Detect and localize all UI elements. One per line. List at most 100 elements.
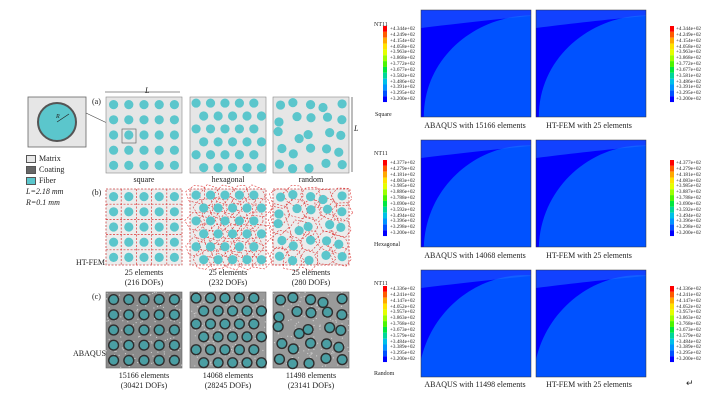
colorbar-swatch: [383, 344, 387, 351]
colorbar-swatch: [383, 309, 387, 316]
fiber: [303, 325, 313, 334]
fiber: [325, 220, 335, 230]
mesh-node: [327, 294, 329, 296]
fiber: [235, 319, 244, 329]
fiber: [306, 295, 315, 304]
mesh-node: [228, 304, 231, 306]
legend-value: +4.181e+02: [390, 171, 416, 178]
mesh-edge: [184, 211, 206, 232]
legend-value: +3.985e+02: [676, 183, 702, 190]
contour-band: [421, 270, 531, 288]
colorbar-swatch: [383, 90, 387, 97]
fiber: [213, 229, 223, 239]
mesh-node: [247, 321, 249, 323]
fiber: [139, 160, 149, 170]
mesh-node: [120, 341, 122, 343]
mesh-node: [152, 355, 154, 357]
legend-value: +4.058e+02: [390, 43, 416, 50]
fiber: [336, 326, 345, 335]
mesh-node: [262, 299, 264, 301]
element-count: 11498 elements: [285, 371, 337, 380]
mesh-node: [298, 292, 300, 294]
panel-tag-c: (c): [92, 292, 101, 301]
legend-value: +3.768e+02: [676, 321, 702, 328]
fiber: [154, 222, 164, 232]
legend-value: +3.389e+02: [390, 344, 416, 351]
legend-value: +3.581e+02: [676, 72, 702, 79]
mesh-edge: [283, 249, 305, 272]
legend-value: +3.298e+02: [390, 224, 416, 231]
legend-value: +3.868e+02: [390, 55, 416, 62]
colorbar-swatch: [383, 96, 387, 103]
fiber: [288, 293, 298, 302]
colorbar-swatch: [383, 230, 387, 237]
mesh-node: [258, 316, 260, 318]
fiber: [249, 216, 259, 226]
colorbar-swatch: [383, 297, 387, 304]
fiber: [337, 310, 347, 319]
mesh-node: [114, 350, 116, 352]
mesh-node: [140, 321, 142, 323]
colorbar-swatch: [670, 350, 674, 357]
fiber: [277, 339, 287, 348]
mesh-edge: [244, 211, 264, 233]
fiber: [109, 192, 119, 202]
element-count: 25 elements: [124, 268, 164, 277]
mesh-node: [295, 327, 297, 329]
mesh-node: [169, 294, 171, 296]
colorbar-swatch: [670, 332, 674, 339]
fiber: [191, 216, 201, 226]
dof-count: (30421 DOFs): [120, 381, 168, 390]
colorbar-swatch: [383, 332, 387, 339]
mesh-node: [153, 291, 155, 294]
fiber: [322, 204, 333, 214]
mesh-node: [303, 316, 305, 318]
htfem-mesh-hexagonal: [184, 184, 273, 271]
legend-value: +3.677e+02: [676, 66, 702, 73]
mesh-node: [340, 305, 343, 307]
htfem-caption-square: 25 elements (216 DOFs): [106, 268, 182, 288]
colorbar-swatch: [383, 356, 387, 363]
mesh-edge: [314, 243, 337, 266]
mesh-node: [237, 317, 239, 319]
legend-value: +4.181e+02: [676, 171, 702, 178]
mesh-node: [153, 307, 155, 309]
fiber: [256, 229, 267, 239]
fiber: [228, 332, 237, 342]
fiber: [322, 112, 333, 122]
mesh-node: [121, 329, 123, 331]
mesh-node: [107, 317, 109, 319]
colorbar-swatch: [670, 315, 674, 322]
dof-count: (28245 DOFs): [204, 381, 252, 390]
geometry-cell-random: [272, 96, 350, 174]
legend-value: +4.344e+02: [390, 26, 416, 32]
fiber: [249, 150, 259, 160]
htfem-caption-hexagonal: 25 elements (232 DOFs): [190, 268, 266, 288]
mesh-node: [138, 336, 140, 338]
mesh-edge: [199, 184, 220, 208]
mesh-node: [332, 320, 334, 322]
mesh-node: [295, 323, 297, 325]
contour-legend-values-left: +4.344e+02 +4.249e+02 +4.154e+02 +4.058e+02…: [390, 26, 416, 103]
mesh-node: [303, 295, 305, 298]
mesh-node: [232, 349, 234, 351]
mesh-node: [175, 305, 177, 308]
legend-value: +3.200e+02: [390, 96, 416, 103]
mesh-node: [226, 303, 228, 305]
legend-value: +3.486e+02: [676, 78, 702, 85]
colorbar-swatch: [670, 37, 674, 44]
colorbar-swatch: [383, 26, 387, 32]
mesh-node: [252, 307, 254, 309]
mesh-node: [193, 313, 195, 315]
plot-frame: [535, 9, 647, 118]
fiber: [292, 203, 302, 214]
mesh-node: [315, 317, 317, 320]
fiber: [213, 332, 223, 342]
colorbar-1_L: [383, 160, 387, 237]
mesh-node: [264, 326, 266, 328]
htfem-mesh-square: [105, 188, 183, 266]
mesh-node: [309, 355, 311, 357]
mesh-node: [163, 292, 165, 294]
colorbar-0_R: [670, 26, 674, 103]
fiber: [325, 323, 334, 332]
